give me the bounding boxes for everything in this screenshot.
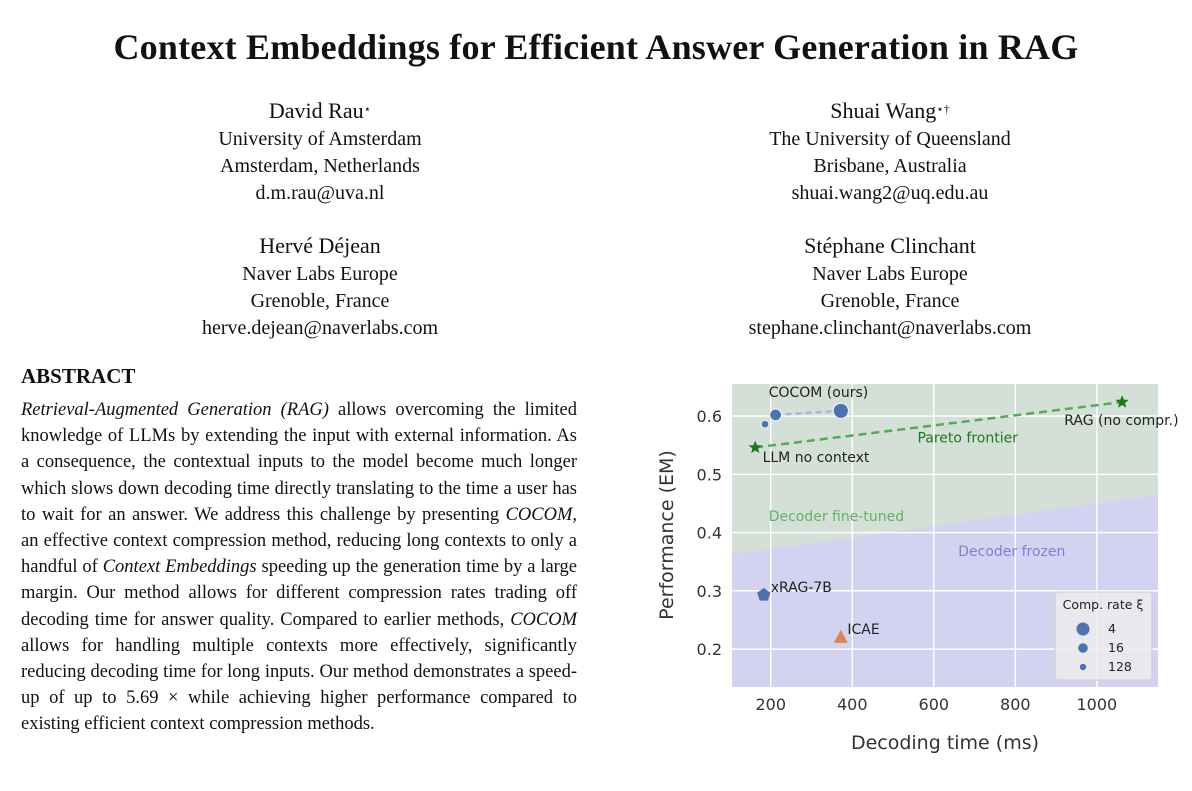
author-name: Hervé Déjean: [259, 233, 381, 258]
icae-point: [833, 629, 848, 643]
author-name: David Rau⋆: [268, 98, 372, 123]
author-affiliation: Naver Labs Europe: [242, 263, 398, 285]
cocom-connector: [775, 409, 841, 417]
data-points: [748, 395, 1129, 643]
author-affiliation: Naver Labs Europe: [812, 263, 968, 285]
author-location: Brisbane, Australia: [813, 155, 967, 177]
legend-label-128: 128: [1108, 659, 1132, 674]
legend-marker-4: [1076, 622, 1090, 636]
cocom-label: COCOM (ours): [769, 385, 869, 401]
author-email: d.m.rau@uva.nl: [255, 182, 385, 204]
rag-term: Retrieval-Augmented Generation (RAG): [21, 400, 329, 420]
author-location: Grenoble, France: [820, 290, 960, 312]
y-tick-label: 0.3: [697, 582, 722, 601]
xrag-label: xRAG-7B: [771, 580, 832, 596]
legend-marker-16: [1078, 643, 1088, 653]
y-axis-label: Performance (EM): [656, 450, 678, 620]
y-tick-label: 0.6: [697, 407, 722, 426]
grid: [732, 384, 1158, 687]
cocom-term: COCOM: [505, 504, 573, 525]
author-block-4: Stéphane Clinchant Naver Labs Europe Gre…: [690, 231, 1090, 342]
paper-title: Context Embeddings for Efficient Answer …: [113, 27, 1079, 67]
xrag-point: [757, 587, 771, 601]
fine-tuned-region-label: Decoder fine-tuned: [769, 509, 904, 525]
x-tick-label: 800: [1000, 695, 1031, 714]
author-block-2: Shuai Wang⋆† The University of Queenslan…: [690, 96, 1090, 207]
author-location: Amsterdam, Netherlands: [220, 155, 420, 177]
icae-label: ICAE: [847, 622, 879, 638]
cocom-point-rate-16: [769, 408, 782, 422]
x-tick-label: 600: [919, 695, 950, 714]
llm-no-context-label: LLM no context: [763, 450, 870, 466]
legend: Comp. rate ξ 4 16 128: [1054, 591, 1153, 681]
x-tick-label: 400: [837, 695, 868, 714]
cocom-term: COCOM: [510, 609, 577, 630]
author-block-1: David Rau⋆ University of Amsterdam Amste…: [120, 96, 520, 207]
cocom-point-rate-128: [760, 420, 770, 429]
author-affiliation: University of Amsterdam: [218, 128, 422, 150]
author-email: shuai.wang2@uq.edu.au: [791, 182, 989, 204]
legend-label-16: 16: [1108, 640, 1124, 655]
abstract-heading: ABSTRACT: [21, 364, 136, 388]
y-tick-label: 0.2: [697, 640, 722, 659]
llm-no-context-point: [748, 440, 762, 454]
frozen-region-label: Decoder frozen: [958, 544, 1065, 560]
y-tick-label: 0.5: [697, 465, 722, 484]
author-email: herve.dejean@naverlabs.com: [201, 317, 439, 339]
author-name: Shuai Wang⋆†: [830, 98, 950, 123]
abstract-text: Retrieval-Augmented Generation (RAG) all…: [21, 400, 577, 735]
rag-no-compr-point: [1115, 395, 1129, 408]
x-tick-label: 200: [755, 695, 786, 714]
author-affiliation: The University of Queensland: [769, 128, 1011, 150]
legend-title: Comp. rate ξ: [1063, 597, 1144, 612]
axis-ticks: 200 400 600 800 1000 0.2 0.3 0.4 0.5 0.6: [697, 407, 1118, 714]
cocom-point-rate-4: [832, 402, 849, 419]
author-block-3: Hervé Déjean Naver Labs Europe Grenoble,…: [120, 231, 520, 342]
pareto-frontier-label: Pareto frontier: [917, 430, 1018, 446]
pareto-frontier-line: [755, 400, 1123, 449]
performance-vs-decoding-time-chart: 200 400 600 800 1000 0.2 0.3 0.4 0.5 0.6 Decoding…: [656, 384, 1179, 754]
x-tick-label: 1000: [1076, 695, 1117, 714]
legend-box: [1054, 591, 1153, 681]
legend-label-4: 4: [1108, 621, 1116, 636]
context-embeddings-term: Context Embeddings: [102, 557, 257, 578]
legend-marker-128: [1079, 663, 1087, 671]
x-axis-label: Decoding time (ms): [851, 732, 1039, 754]
y-tick-label: 0.4: [697, 524, 722, 543]
rag-no-compr-label: RAG (no compr.): [1064, 413, 1178, 429]
author-location: Grenoble, France: [250, 290, 390, 312]
author-name: Stéphane Clinchant: [804, 233, 976, 258]
author-email: stephane.clinchant@naverlabs.com: [748, 317, 1032, 339]
